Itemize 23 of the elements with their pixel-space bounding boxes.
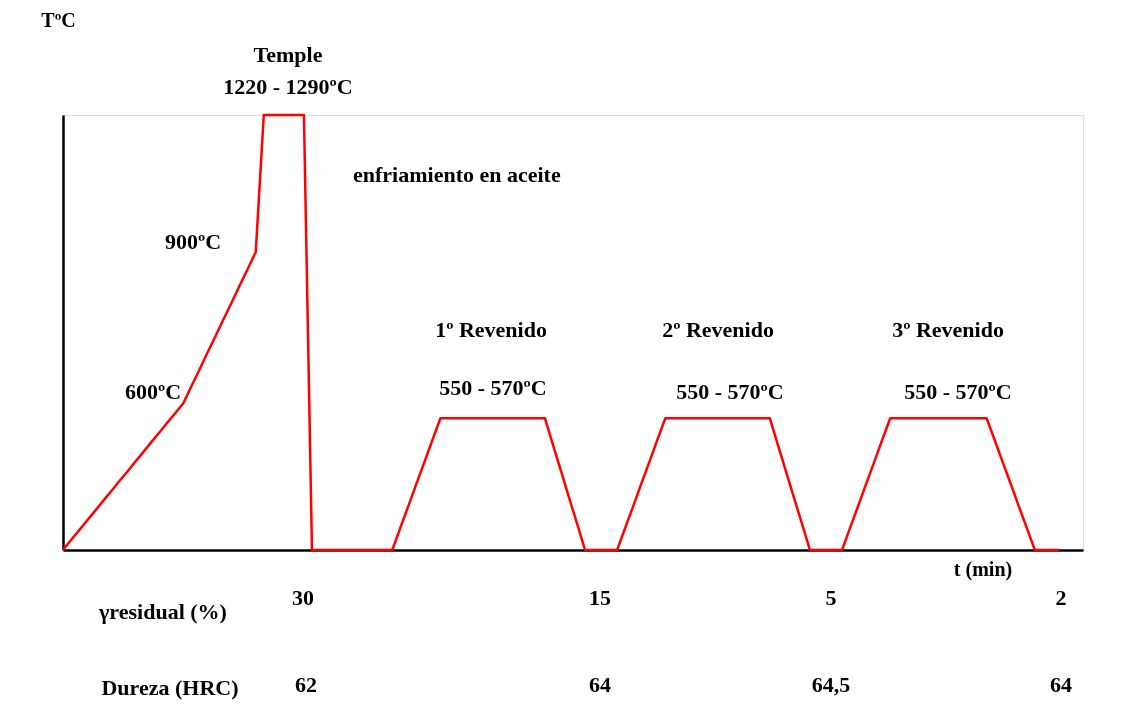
text: 1220 - 1290ºC — [223, 74, 353, 99]
text: 5 — [825, 585, 837, 610]
annotation: 550 - 570ºC — [439, 375, 547, 400]
annotation: 900ºC — [164, 229, 222, 254]
text: Dureza (HRC) — [101, 675, 239, 700]
text: γresidual (%) — [98, 599, 227, 624]
text: 62 — [295, 672, 317, 697]
text: Temple — [253, 42, 323, 67]
text: 30 — [292, 585, 314, 610]
annotation: enfriamiento en aceite — [353, 162, 561, 187]
annotation: 1º Revenido — [435, 317, 547, 342]
text: 64 — [1050, 672, 1072, 697]
annotation: 550 - 570ºC — [676, 379, 784, 404]
annotation: 2º Revenido — [662, 317, 774, 342]
annotation: 600ºC — [124, 379, 182, 404]
x-axis-title: t (min) — [953, 558, 1013, 581]
text: 2 — [1055, 585, 1067, 610]
annotation: 550 - 570ºC — [904, 379, 1012, 404]
text: 64 — [589, 672, 611, 697]
text: 64,5 — [811, 672, 851, 697]
text: 15 — [589, 585, 611, 610]
y-axis-title: TºC — [41, 8, 76, 31]
annotation: 3º Revenido — [892, 317, 1004, 342]
